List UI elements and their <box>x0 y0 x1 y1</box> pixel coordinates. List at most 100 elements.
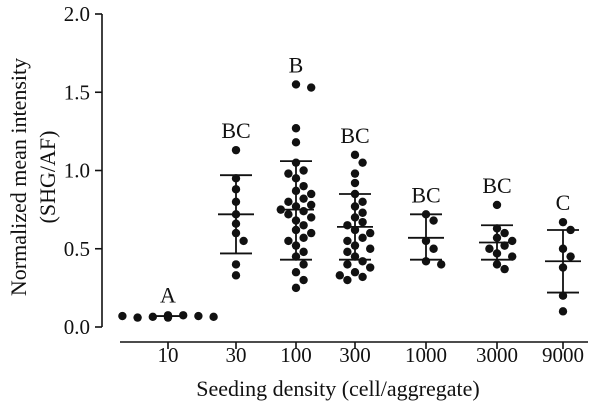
data-point <box>492 249 502 258</box>
data-point <box>500 264 509 274</box>
data-point <box>566 252 575 261</box>
data-point <box>299 194 308 203</box>
y-tick-label: 1.0 <box>64 159 90 183</box>
data-point <box>343 275 352 285</box>
data-point <box>485 244 494 253</box>
data-point <box>350 169 360 178</box>
data-point <box>350 213 360 222</box>
data-point <box>343 260 352 269</box>
data-point <box>231 197 241 206</box>
data-point <box>276 205 285 214</box>
data-point <box>291 80 301 89</box>
y-axis-title-line-2: (SHG/AF) <box>35 131 60 224</box>
data-point <box>291 283 301 293</box>
data-point <box>291 252 301 261</box>
data-point <box>358 233 367 242</box>
data-point <box>291 202 301 211</box>
significance-letter: B <box>289 52 304 77</box>
data-point <box>291 186 301 196</box>
data-point <box>492 260 502 269</box>
data-point <box>492 224 502 233</box>
data-point <box>163 313 173 322</box>
data-point <box>231 185 241 194</box>
data-point <box>358 197 367 206</box>
data-point <box>194 311 203 321</box>
data-point <box>343 236 352 246</box>
data-point <box>307 189 316 199</box>
data-point <box>299 181 308 191</box>
data-point <box>231 174 241 183</box>
data-point <box>299 247 308 257</box>
data-point <box>231 260 241 269</box>
data-point <box>350 150 360 160</box>
data-point <box>231 210 241 219</box>
data-point <box>284 169 293 178</box>
x-axis-ticks: 10 30 100 300 1000 3000 9000 <box>158 342 584 367</box>
data-point <box>421 257 431 266</box>
x-tick-label: 10 <box>158 343 179 367</box>
data-point <box>350 202 360 211</box>
data-point <box>291 225 301 235</box>
data-point <box>500 228 509 238</box>
data-point <box>350 178 360 188</box>
data-point <box>492 200 502 210</box>
significance-letter: BC <box>340 123 369 148</box>
data-point <box>350 225 360 235</box>
data-point <box>291 216 301 225</box>
y-tick-label: 0.0 <box>64 315 90 339</box>
data-point <box>500 241 509 250</box>
data-point <box>231 271 241 280</box>
data-point <box>299 206 308 216</box>
data-point <box>284 197 293 206</box>
data-point <box>358 272 367 282</box>
data-points <box>118 80 575 322</box>
data-point <box>366 244 375 253</box>
data-point <box>307 83 316 92</box>
data-point <box>358 158 367 167</box>
data-point <box>209 312 218 322</box>
data-point <box>231 228 241 238</box>
x-axis-title: Seeding density (cell/aggregate) <box>196 376 479 401</box>
data-point <box>343 247 352 257</box>
data-point <box>148 312 157 322</box>
significance-letter: BC <box>221 118 250 143</box>
data-point <box>307 213 316 222</box>
data-point <box>566 225 575 235</box>
x-tick-label: 30 <box>226 343 247 367</box>
data-point <box>437 260 446 269</box>
x-tick-label: 9000 <box>542 343 584 367</box>
significance-letter: BC <box>411 182 440 207</box>
data-point <box>299 233 308 242</box>
data-point <box>291 174 301 183</box>
significance-letter: BC <box>482 173 511 198</box>
data-point <box>358 257 367 266</box>
data-point <box>291 241 301 250</box>
data-point <box>429 216 438 225</box>
data-point <box>350 241 360 250</box>
x-tick-label: 100 <box>280 343 312 367</box>
y-axis-title-line-1: Normalized mean intensity <box>6 58 31 296</box>
data-point <box>291 138 301 147</box>
data-point <box>508 236 517 246</box>
data-point <box>343 221 352 230</box>
data-point <box>558 244 568 253</box>
data-point <box>558 217 568 227</box>
data-point <box>358 208 367 217</box>
data-point <box>358 217 367 227</box>
data-point <box>299 166 308 175</box>
data-point <box>350 189 360 199</box>
significance-letter: A <box>160 282 176 307</box>
data-point <box>133 313 142 322</box>
y-tick-label: 2.0 <box>64 2 90 26</box>
data-point <box>231 145 241 155</box>
data-point <box>421 210 431 219</box>
significance-letter: C <box>556 190 571 215</box>
data-point <box>291 158 301 167</box>
data-point <box>558 291 568 300</box>
data-point <box>118 311 127 321</box>
data-point <box>231 219 241 228</box>
data-point <box>284 210 293 219</box>
data-point <box>179 311 188 320</box>
data-point <box>429 244 438 253</box>
